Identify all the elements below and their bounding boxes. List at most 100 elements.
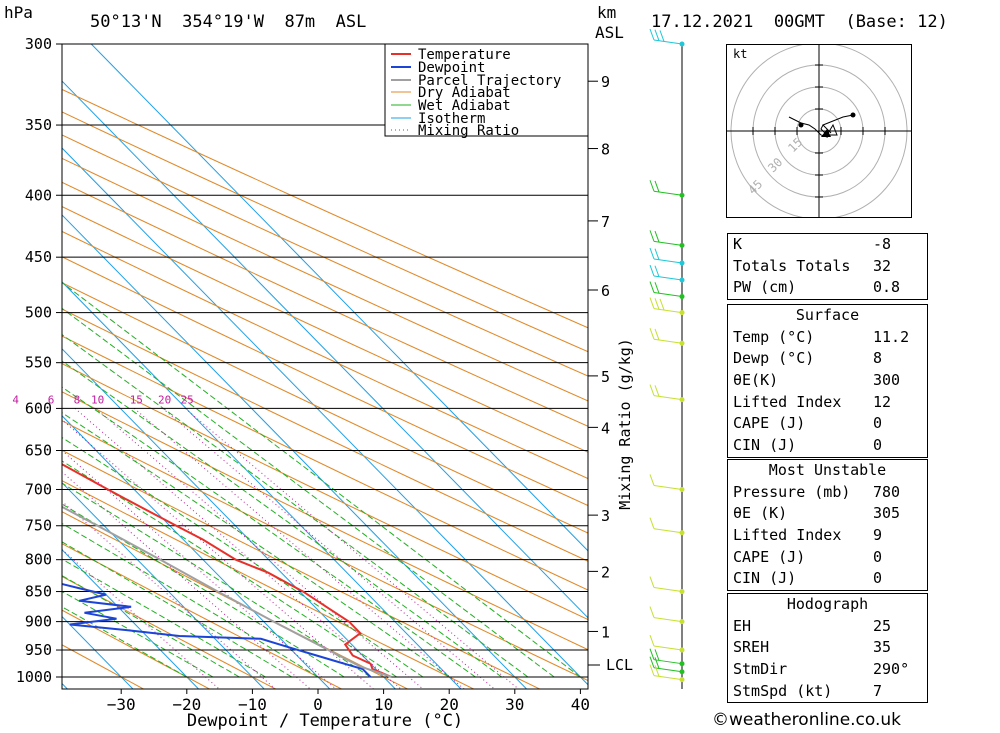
legend-parcel: Parcel Trajectory <box>418 73 561 89</box>
surface-cin-value: 0 <box>873 436 883 455</box>
lcl-label: LCL <box>606 656 633 674</box>
wind-barb <box>653 617 683 623</box>
k-index-label: K <box>733 235 743 253</box>
eh-value: 25 <box>873 616 892 635</box>
x-tick-label: −20 <box>172 695 201 714</box>
isotherm-line <box>62 481 265 689</box>
surface-li-label: Lifted Index <box>733 392 842 411</box>
mixing-ratio-line <box>62 471 311 689</box>
dry-adiabat-line <box>62 420 588 682</box>
hodograph: kt 15 30 45 <box>726 44 912 218</box>
pressure-tick-label: 650 <box>25 442 52 460</box>
dry-adiabat-line <box>62 511 408 689</box>
wind-barb <box>653 308 683 314</box>
station-location: 50°13'N 354°19'W 87m ASL <box>90 12 367 32</box>
pressure-tick-label: 900 <box>25 613 52 631</box>
pressure-tick-label: 700 <box>25 480 52 498</box>
hodo-ring-30: 30 <box>765 155 785 175</box>
x-tick-label: 30 <box>505 695 524 714</box>
stmdir-value: 290° <box>873 660 910 679</box>
km-tick-label: 7 <box>601 213 610 231</box>
wind-barb <box>653 258 683 264</box>
stmspd-value: 7 <box>873 681 883 700</box>
mu-cin-value: 0 <box>873 569 883 588</box>
wet-adiabat-line <box>62 386 476 678</box>
mixing-ratio-label: 10 <box>91 393 104 406</box>
km-tick-label: 5 <box>601 368 610 386</box>
surface-cape-label: CAPE (J) <box>733 414 806 433</box>
wind-barb <box>653 528 683 534</box>
isotherm-line <box>90 44 588 552</box>
x-tick-label: −30 <box>107 695 136 714</box>
mu-li-value: 9 <box>873 526 883 545</box>
sreh-label: SREH <box>733 638 770 657</box>
footer-copyright[interactable]: ©weatheronline.co.uk <box>712 710 902 730</box>
pressure-tick-label: 350 <box>25 116 52 134</box>
mixing-ratio-line <box>62 500 276 689</box>
surface-dewp-label: Dewp (°C) <box>733 349 815 368</box>
dry-adiabat-line <box>62 111 588 353</box>
pressure-tick-label: 450 <box>25 248 52 266</box>
surface-panel: Surface Temp (°C) 11.2 Dewp (°C) 8 θE(K) 30… <box>727 304 928 458</box>
dry-adiabat-line <box>62 543 342 689</box>
isotherm-line <box>62 214 527 689</box>
wind-barb <box>653 275 683 281</box>
wind-barb <box>653 675 683 681</box>
mu-cape-value: 0 <box>873 547 883 566</box>
wet-adiabat-line <box>62 360 502 678</box>
pressure-tick-label: 500 <box>25 304 52 322</box>
dry-adiabat-line <box>62 206 588 453</box>
mu-li-label: Lifted Index <box>733 526 842 545</box>
surface-temp-label: Temp (°C) <box>733 327 815 346</box>
pressure-tick-label: 750 <box>25 517 52 535</box>
mixing-ratio-label: 20 <box>158 393 171 406</box>
dry-adiabat-line <box>62 335 588 591</box>
dry-adiabat-line <box>62 230 588 480</box>
k-index-value: -8 <box>873 235 892 253</box>
pw-label: PW (cm) <box>733 278 797 297</box>
totals-label: Totals Totals <box>733 256 851 275</box>
wind-barb <box>653 667 683 673</box>
mixing-ratio-line <box>184 408 519 689</box>
dry-adiabat-line <box>62 256 588 507</box>
mixing-ratio-label: 15 <box>130 393 143 406</box>
isotherm-line <box>62 348 396 689</box>
mu-cape-label: CAPE (J) <box>733 547 806 566</box>
x-tick-label: 0 <box>313 695 323 714</box>
pressure-tick-label: 400 <box>25 186 52 204</box>
wind-barb <box>653 659 683 665</box>
height-unit: km <box>597 3 617 22</box>
hodograph-stats-panel: Hodograph EH 25 SREH 35 StmDir 290° StmSpd … <box>727 593 928 704</box>
surface-cape-value: 0 <box>873 414 883 433</box>
wet-adiabat-line <box>62 541 293 678</box>
legend-dry-adiabat: Dry Adiabat <box>418 85 511 101</box>
km-tick-label: 1 <box>601 623 610 641</box>
surface-theta-value: 300 <box>873 371 901 390</box>
wind-barb <box>653 587 683 593</box>
x-axis-title: Dewpoint / Temperature (°C) <box>187 711 463 731</box>
sreh-value: 35 <box>873 638 892 657</box>
wind-barb <box>653 240 683 246</box>
legend-temperature: Temperature <box>418 47 511 63</box>
km-tick-label: 6 <box>601 282 610 300</box>
wind-barb <box>653 395 683 401</box>
mixing-ratio-axis-title: Mixing Ratio (g/kg) <box>616 338 634 510</box>
wet-adiabat-line <box>62 307 555 678</box>
legend-isotherm: Isotherm <box>418 111 485 127</box>
pressure-tick-label: 1000 <box>16 668 52 686</box>
hodograph-stats-title: Hodograph <box>786 595 869 613</box>
mu-pressure-value: 780 <box>873 482 901 501</box>
mu-theta-label: θE (K) <box>733 504 788 523</box>
stmdir-label: StmDir <box>733 660 788 679</box>
mu-theta-value: 305 <box>873 504 901 523</box>
legend-wet-adiabat: Wet Adiabat <box>418 98 511 114</box>
km-tick-label: 9 <box>601 73 610 91</box>
wind-barb <box>653 484 683 490</box>
height-unit-sub: ASL <box>595 23 624 42</box>
sounding-datetime: 17.12.2021 00GMT (Base: 12) <box>651 12 948 32</box>
legend-dewpoint: Dewpoint <box>418 60 485 76</box>
wind-barb <box>653 292 683 298</box>
stmspd-label: StmSpd (kt) <box>733 681 833 700</box>
wind-barb <box>653 39 683 45</box>
